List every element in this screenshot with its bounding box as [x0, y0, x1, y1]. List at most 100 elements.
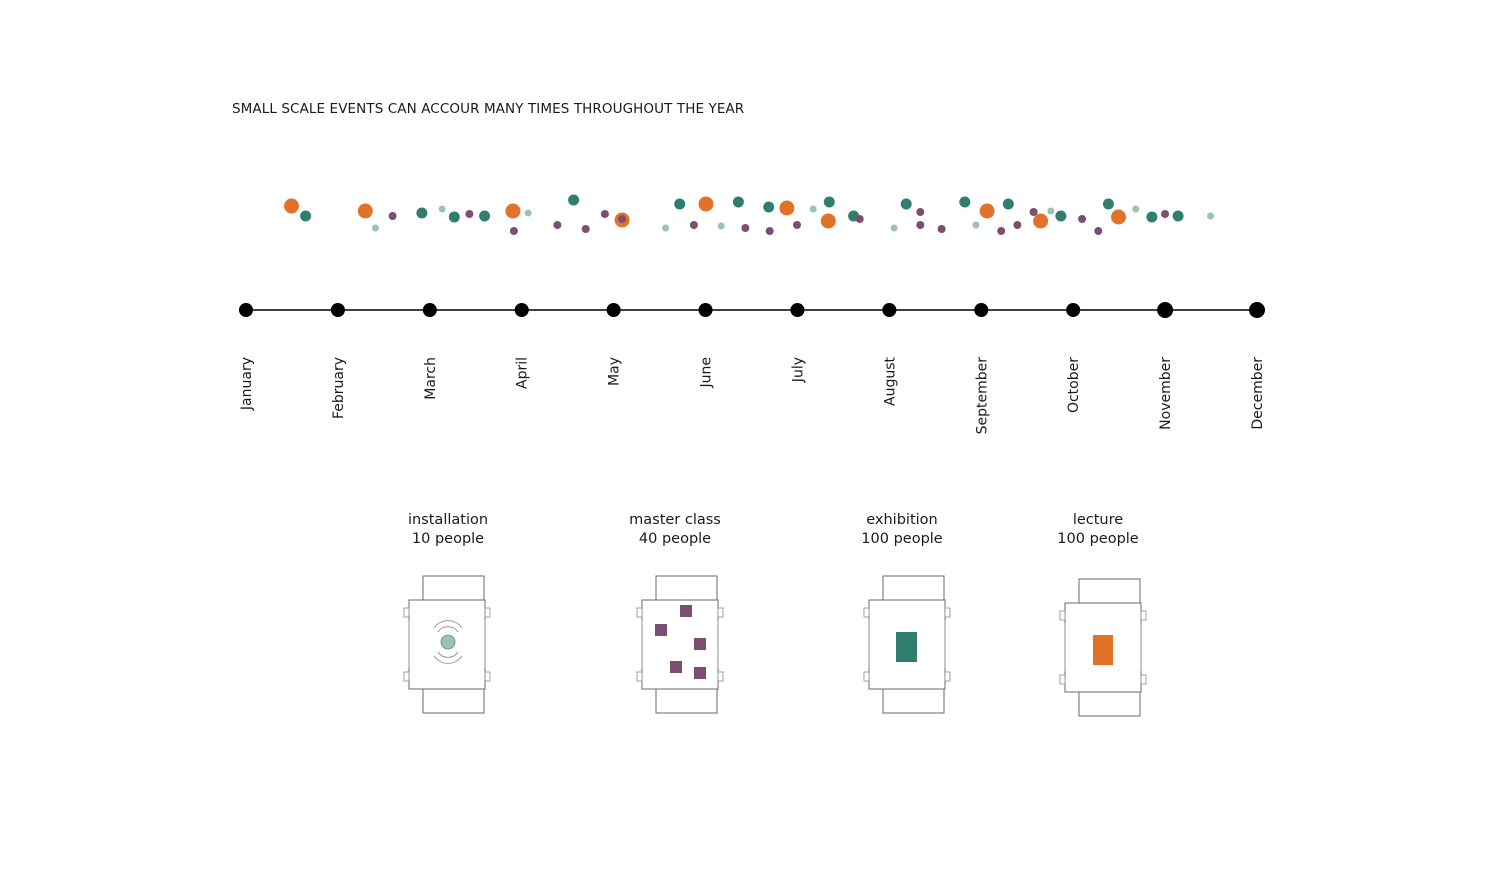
- month-node-may: [606, 303, 621, 317]
- month-label-january: January: [239, 357, 255, 411]
- event-dot-installation: [1207, 212, 1214, 220]
- event-dot-installation: [972, 221, 980, 229]
- legend-exhibition: exhibition 100 people: [861, 512, 951, 714]
- legend-lecture: lecture 100 people: [1057, 512, 1147, 717]
- month-node-october: [1066, 303, 1081, 317]
- event-dot-exhibition: [568, 194, 580, 206]
- event-dot-lecture: [979, 203, 995, 219]
- event-dot-master-class: [916, 208, 925, 216]
- event-dot-installation: [809, 205, 817, 213]
- event-dot-installation: [717, 222, 725, 230]
- event-dot-exhibition: [300, 210, 312, 222]
- event-dot-master-class: [689, 221, 698, 229]
- event-dot-installation: [1047, 207, 1055, 215]
- month-label-march: March: [423, 357, 439, 400]
- month-label-november: November: [1158, 357, 1174, 430]
- exhibition-display-block: [896, 632, 917, 662]
- legend-master-class-name: master class: [629, 512, 721, 528]
- event-dot-master-class: [581, 225, 590, 233]
- event-dot-master-class: [937, 225, 946, 233]
- month-label-july: July: [790, 357, 806, 383]
- event-dot-installation: [438, 205, 446, 213]
- event-dot-master-class: [1161, 210, 1169, 218]
- month-node-april: [514, 303, 529, 317]
- event-dot-exhibition: [1172, 210, 1184, 222]
- event-dot-master-class: [997, 227, 1006, 235]
- installation-sound-icon: [433, 620, 463, 664]
- event-dot-master-class: [793, 221, 801, 229]
- page-title: SMALL SCALE EVENTS CAN ACCOUR MANY TIMES…: [232, 101, 745, 117]
- event-dot-lecture: [698, 196, 714, 212]
- event-dot-master-class: [1013, 221, 1022, 229]
- master-class-room-plan: [636, 575, 724, 714]
- event-dot-exhibition: [416, 207, 428, 219]
- legend-installation-people: 10 people: [412, 531, 484, 547]
- event-dot-lecture: [284, 198, 299, 214]
- legend-master-class-people: 40 people: [639, 531, 711, 547]
- month-label-june: June: [699, 357, 715, 389]
- month-label-may: May: [607, 357, 623, 386]
- event-dot-lecture: [779, 200, 795, 216]
- event-dot-exhibition: [1055, 210, 1067, 222]
- legend-exhibition-people: 100 people: [861, 531, 943, 547]
- month-node-december: [1249, 302, 1265, 318]
- month-node-july: [790, 303, 805, 317]
- event-dot-exhibition: [823, 196, 835, 208]
- legend-exhibition-name: exhibition: [866, 512, 937, 528]
- event-dot-exhibition: [763, 201, 775, 213]
- event-dot-installation: [662, 224, 670, 232]
- event-dot-master-class: [465, 210, 474, 218]
- month-node-august: [882, 303, 897, 317]
- event-dots: [284, 194, 1214, 235]
- event-dot-exhibition: [900, 198, 912, 210]
- event-dot-master-class: [618, 215, 627, 223]
- event-dot-exhibition: [1102, 198, 1114, 210]
- event-dot-exhibition: [1002, 198, 1014, 210]
- month-label-february: February: [331, 357, 347, 419]
- month-node-september: [974, 303, 989, 317]
- month-labels: January February March April May June July Augu…: [239, 356, 1266, 434]
- event-dot-master-class: [509, 227, 518, 235]
- event-dot-exhibition: [674, 198, 686, 210]
- month-label-april: April: [515, 357, 531, 389]
- event-dot-master-class: [916, 221, 925, 229]
- month-node-march: [422, 303, 437, 317]
- event-dot-master-class: [855, 215, 864, 223]
- lecture-stage-block: [1093, 635, 1113, 665]
- month-label-october: October: [1066, 357, 1082, 413]
- lecture-room-plan: [1059, 578, 1147, 717]
- event-dot-exhibition: [959, 196, 971, 208]
- legend-master-class: master class 40 people: [629, 512, 724, 714]
- event-dot-lecture: [1033, 213, 1049, 229]
- event-dot-master-class: [1094, 227, 1103, 235]
- month-node-february: [330, 303, 345, 317]
- event-dot-master-class: [741, 224, 750, 232]
- event-dot-exhibition: [732, 196, 744, 208]
- event-dot-master-class: [553, 221, 562, 229]
- event-dot-lecture: [820, 213, 836, 229]
- event-dot-master-class: [765, 227, 774, 235]
- event-dot-installation: [524, 209, 532, 217]
- legend-installation: installation 10 people: [403, 512, 491, 714]
- exhibition-room-plan: [863, 575, 951, 714]
- month-node-june: [698, 303, 713, 317]
- event-dot-exhibition: [479, 210, 491, 222]
- month-label-august: August: [882, 356, 898, 406]
- event-dot-lecture: [1111, 209, 1126, 225]
- month-node-january: [239, 303, 253, 317]
- month-label-september: September: [974, 357, 990, 435]
- event-dot-exhibition: [1146, 211, 1158, 223]
- month-label-december: December: [1250, 357, 1266, 430]
- event-dot-installation: [371, 224, 379, 232]
- event-dot-installation: [1132, 205, 1140, 213]
- event-dot-lecture: [357, 203, 373, 219]
- legend-lecture-name: lecture: [1073, 512, 1123, 528]
- event-dot-master-class: [600, 210, 609, 218]
- legend-lecture-people: 100 people: [1057, 531, 1139, 547]
- month-node-november: [1157, 302, 1174, 318]
- event-dot-master-class: [1029, 208, 1038, 216]
- legend-installation-name: installation: [408, 512, 488, 528]
- event-dot-lecture: [505, 203, 521, 219]
- event-dot-installation: [890, 224, 898, 232]
